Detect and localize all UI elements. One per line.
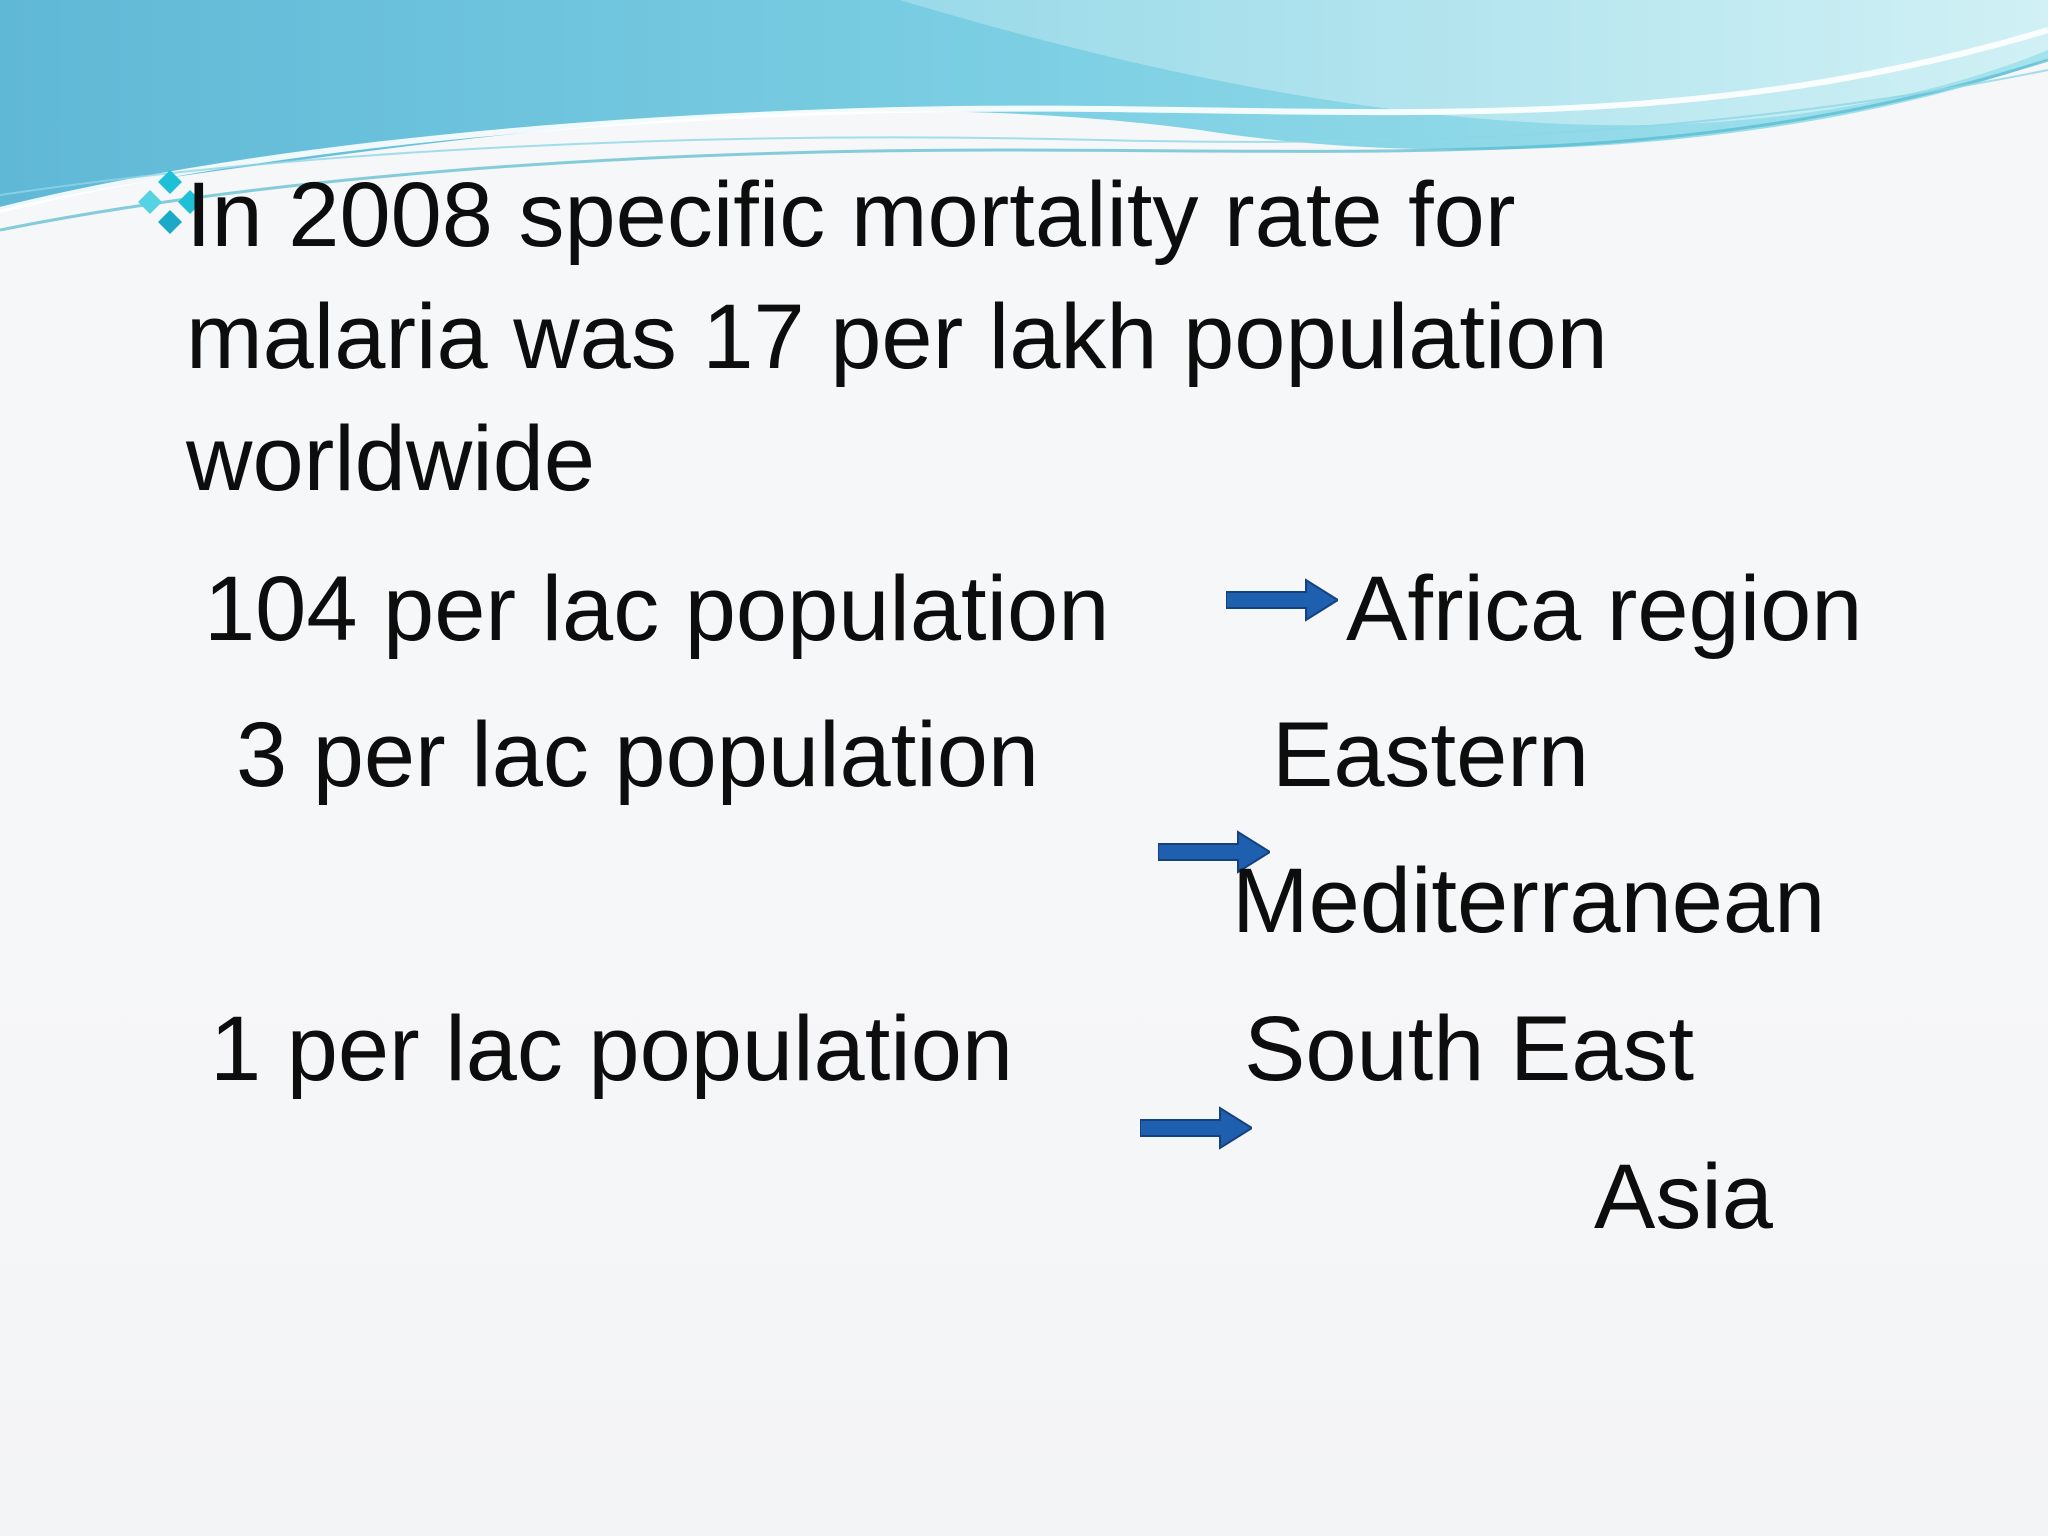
region-south-east: South East [1244,998,1695,1100]
rate-africa: 104 per lac population [204,558,1110,660]
rate-south-east-asia: 1 per lac population [210,998,1014,1100]
region-eastern: Eastern [1272,704,1590,806]
wave-banner [0,0,2048,232]
right-arrow-icon [1140,1106,1252,1150]
region-asia: Asia [1594,1146,1773,1248]
region-africa: Africa region [1346,558,1863,660]
right-arrow-icon [1226,578,1338,622]
four-diamond-bullet-icon [138,170,202,234]
region-mediterranean: Mediterranean [1232,850,1826,952]
bullet-text: In 2008 specific mortality rate for mala… [186,164,1608,510]
right-arrow-icon [1158,830,1270,874]
rate-eastern-mediterranean: 3 per lac population [236,704,1040,806]
